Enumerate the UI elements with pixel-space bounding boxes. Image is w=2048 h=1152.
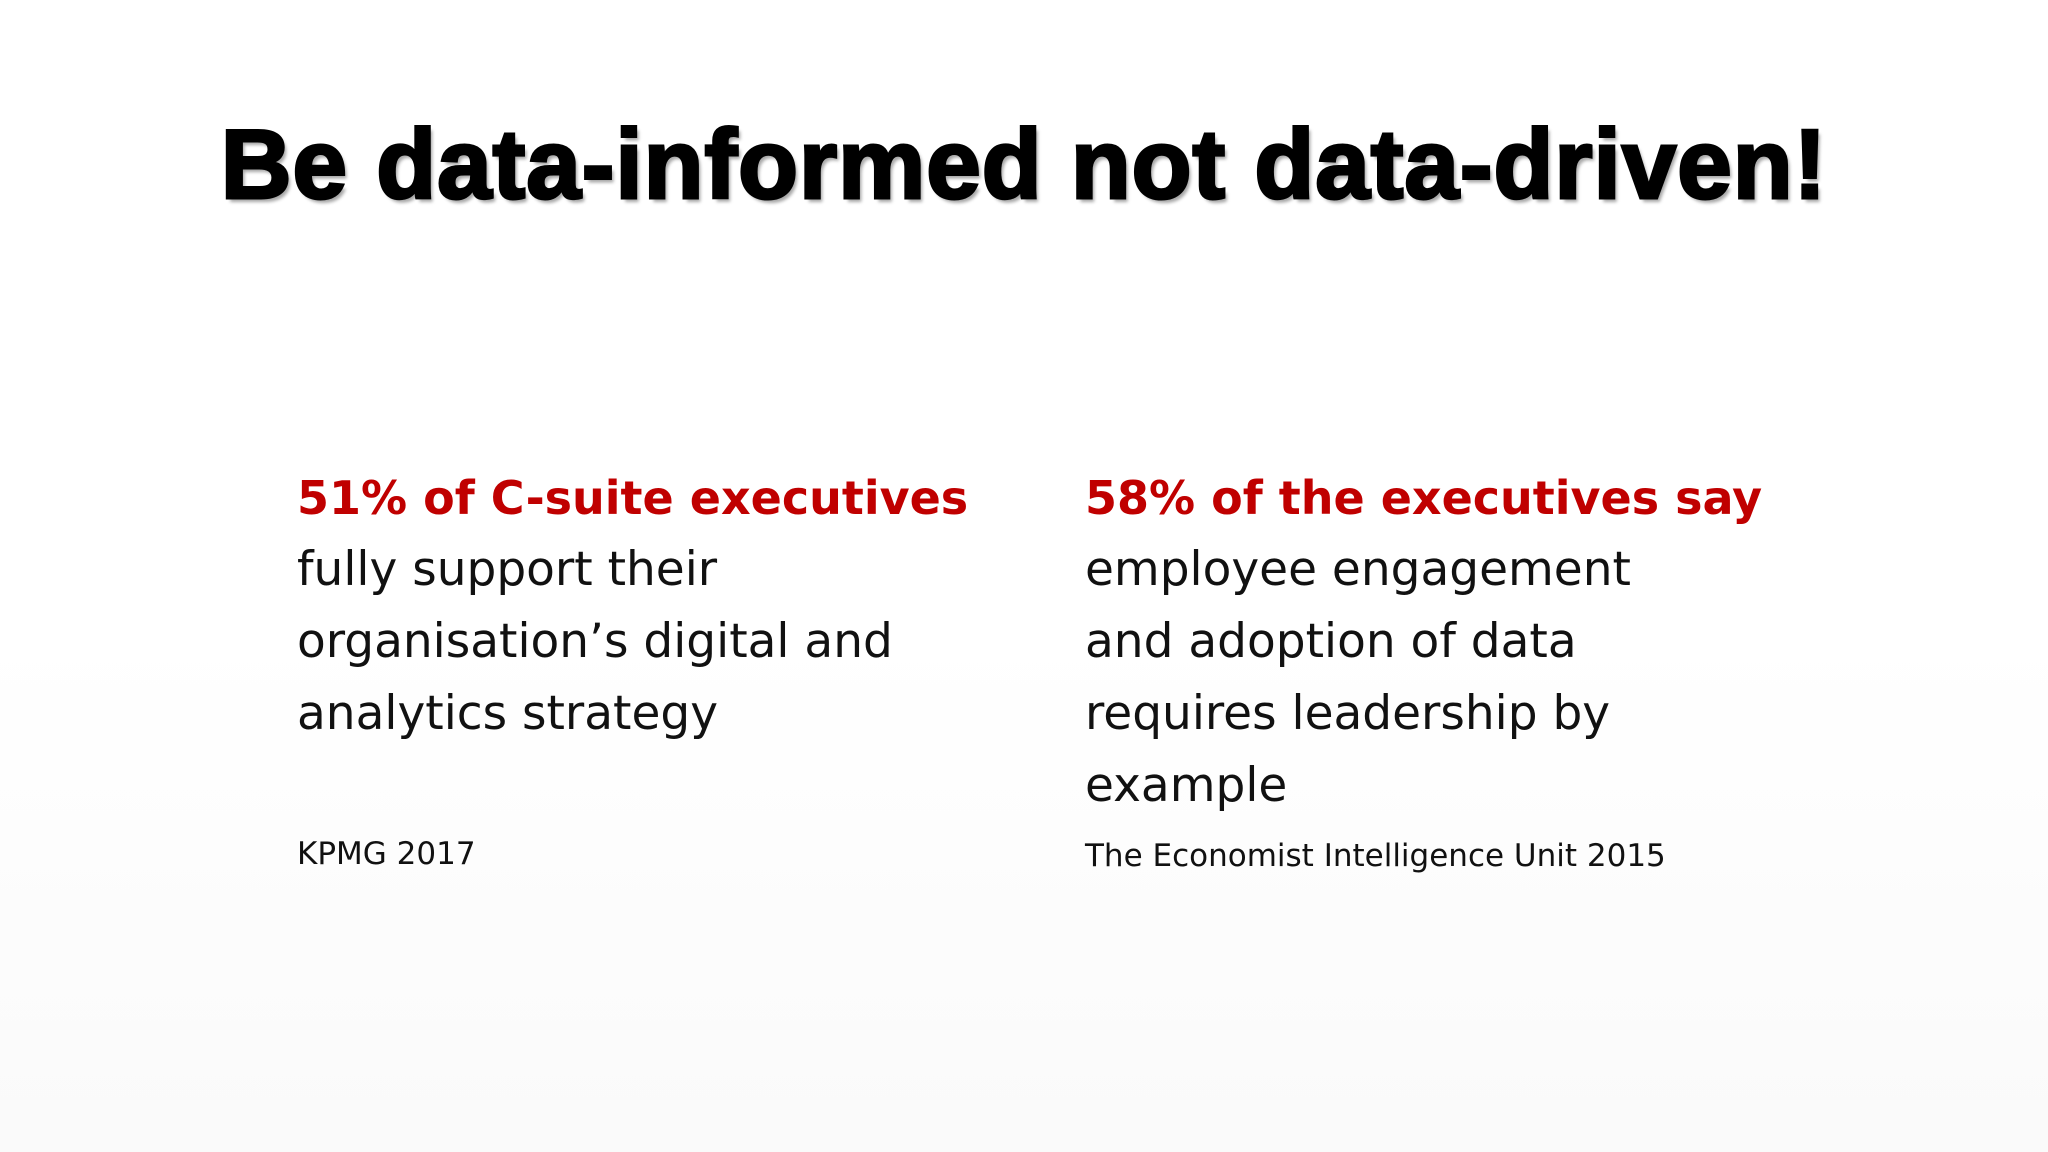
right-stat-line: and adoption of data — [1085, 614, 1577, 669]
right-stat-line: requires leadership by — [1085, 686, 1611, 741]
right-source: The Economist Intelligence Unit 2015 — [1085, 838, 1666, 874]
slide-title: Be data-informed not data-driven! — [219, 108, 1828, 221]
left-stat-highlight: 51% of C-suite executives — [297, 471, 969, 525]
left-stat-line: analytics strategy — [297, 686, 719, 741]
left-stat-line: fully support their — [297, 542, 718, 597]
right-stat-line: example — [1085, 758, 1288, 813]
right-stat-block: 58% of the executives say employee engag… — [1085, 462, 1845, 822]
left-source: KPMG 2017 — [297, 836, 476, 872]
left-stat-block: 51% of C-suite executives fully support … — [297, 462, 997, 750]
right-stat-highlight: 58% of the executives say — [1085, 471, 1763, 525]
left-stat-line: organisation’s digital and — [297, 614, 893, 669]
right-stat-line: employee engagement — [1085, 542, 1631, 597]
